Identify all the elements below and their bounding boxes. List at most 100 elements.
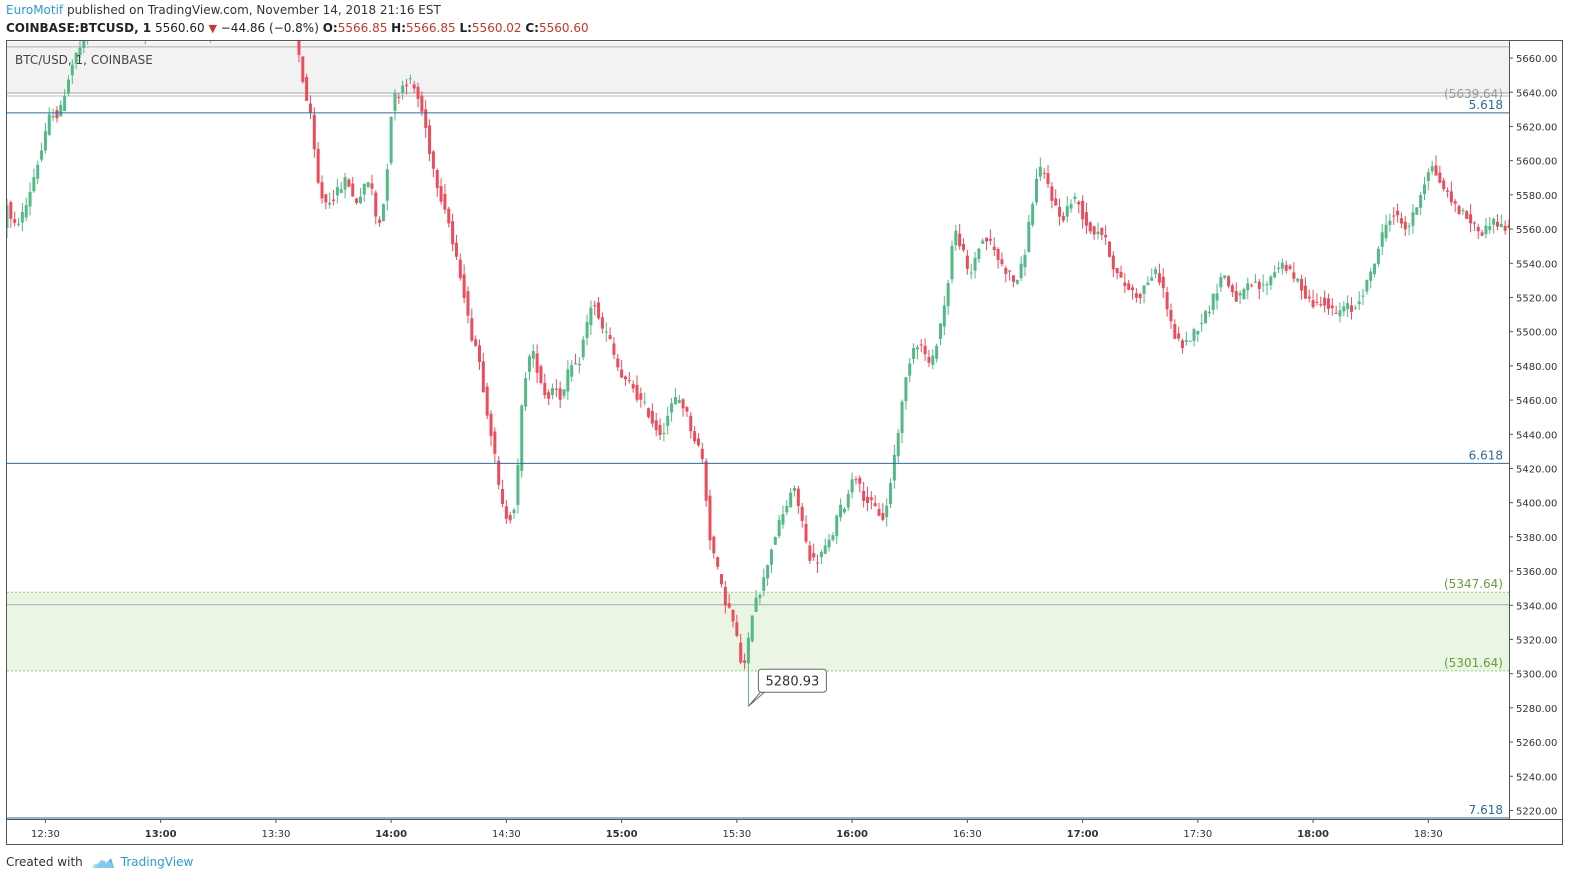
- tradingview-link[interactable]: TradingView: [91, 855, 193, 869]
- candle-body: [938, 323, 942, 339]
- candle-body: [600, 317, 604, 329]
- candle-body: [950, 245, 954, 280]
- candle-body: [1250, 285, 1254, 287]
- candle-body: [332, 199, 336, 201]
- candle-body: [1115, 267, 1119, 274]
- candle-body: [612, 343, 616, 355]
- candle-body: [117, 21, 120, 27]
- candle-body: [1150, 277, 1154, 281]
- candle-body: [424, 109, 428, 129]
- upper-grey-zone-bottom-label: (5639.64): [1444, 87, 1503, 101]
- candle-body: [862, 491, 866, 501]
- candle-body: [550, 388, 554, 396]
- candle-body: [443, 193, 447, 210]
- fib-label-5.618: 5.618: [1469, 98, 1503, 112]
- candle-body: [566, 369, 570, 392]
- candle-body: [1061, 215, 1065, 221]
- candle-body: [155, 19, 158, 22]
- y-tick-label: 5560.00: [1516, 225, 1557, 236]
- candle-body: [374, 192, 378, 217]
- candle-body: [673, 396, 677, 405]
- candle-body: [267, 6, 270, 7]
- y-tick-label: 5220.00: [1516, 806, 1557, 817]
- candle-body: [785, 505, 789, 513]
- publish-text: published on TradingView.com, November 1…: [63, 3, 441, 17]
- candle-body: [1134, 293, 1138, 298]
- candle-body: [696, 438, 700, 446]
- candle-body: [796, 488, 800, 506]
- candle-body: [597, 302, 601, 319]
- candle-body: [1169, 309, 1173, 322]
- candle-body: [1257, 281, 1261, 289]
- candle-body: [1127, 283, 1131, 290]
- y-tick-label: 5480.00: [1516, 362, 1557, 373]
- candle-body: [750, 615, 754, 642]
- candle-body: [743, 660, 747, 663]
- candle-body: [366, 182, 370, 187]
- y-tick-label: 5440.00: [1516, 430, 1557, 441]
- candle-body: [28, 191, 32, 207]
- candle-body: [381, 204, 385, 222]
- candle-body: [1161, 276, 1165, 289]
- candle-body: [1023, 254, 1027, 268]
- candle-body: [681, 399, 685, 409]
- candle-body: [1031, 204, 1035, 225]
- candle-body: [631, 384, 635, 389]
- candle-body: [297, 41, 301, 56]
- candle-body: [1396, 210, 1400, 216]
- candle-body: [735, 622, 739, 636]
- low-callout: 5280.93: [748, 668, 827, 707]
- candle-body: [547, 392, 551, 399]
- candle-body: [731, 609, 735, 622]
- candle-body: [454, 242, 458, 257]
- candle-body: [789, 492, 793, 508]
- low-value: 5560.02: [471, 21, 522, 35]
- candle-body: [132, 15, 135, 26]
- candle-body: [827, 539, 831, 548]
- candle-body: [308, 103, 312, 114]
- candle-body: [1449, 191, 1453, 203]
- candle-body: [1180, 340, 1184, 348]
- candle-body: [43, 131, 47, 151]
- candle-body: [1211, 293, 1215, 310]
- candle-body: [420, 95, 424, 112]
- candle-body: [1188, 340, 1192, 342]
- candle-body: [1004, 268, 1008, 274]
- candle-body: [51, 115, 55, 118]
- candle-body: [70, 64, 74, 76]
- candle-body: [700, 448, 704, 459]
- candle-body: [1388, 220, 1392, 226]
- candle-body: [881, 512, 885, 520]
- candle-body: [981, 240, 985, 244]
- candle-body: [205, 27, 208, 31]
- candle-body: [589, 307, 593, 326]
- candle-body: [562, 389, 566, 396]
- candle-body: [136, 21, 139, 29]
- candle-body: [908, 363, 912, 376]
- candle-body: [163, 10, 166, 14]
- open-label: O:: [322, 21, 338, 35]
- candle-body: [209, 29, 212, 33]
- candle-body: [1342, 306, 1346, 312]
- candle-body: [236, 15, 239, 21]
- upper-grey-zone: [7, 41, 1509, 93]
- candle-body: [98, 18, 101, 23]
- author-link[interactable]: EuroMotif: [6, 3, 64, 17]
- candle-body: [912, 347, 916, 359]
- candle-body: [186, 7, 189, 12]
- candle-body: [831, 535, 835, 540]
- candle-body: [1215, 293, 1219, 301]
- candle-body: [869, 497, 873, 501]
- candle-body: [248, 10, 251, 17]
- candle-body: [723, 586, 727, 606]
- y-tick-label: 5660.00: [1516, 54, 1557, 65]
- candle-body: [128, 15, 131, 17]
- candle-body: [1100, 227, 1104, 235]
- candle-body: [520, 405, 524, 471]
- candle-body: [389, 116, 393, 163]
- candle-body: [232, 17, 235, 18]
- candle-body: [800, 506, 804, 522]
- candle-body: [1415, 207, 1419, 215]
- candle-body: [94, 17, 97, 28]
